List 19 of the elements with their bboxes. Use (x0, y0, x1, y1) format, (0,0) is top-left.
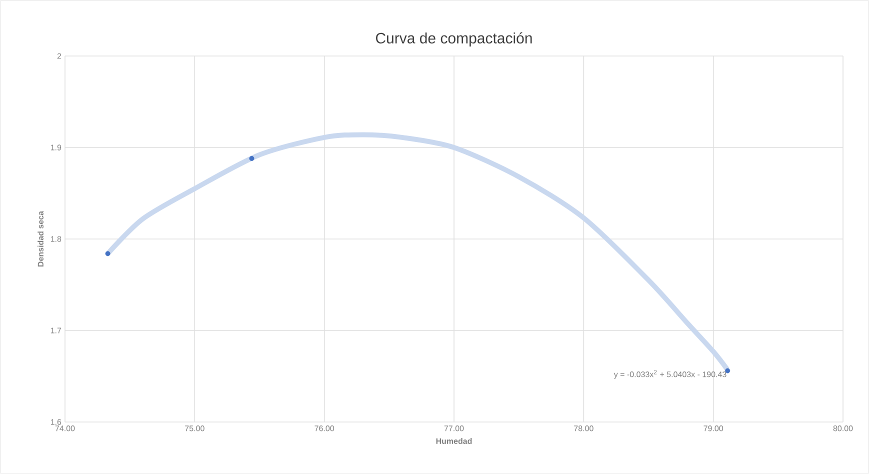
y-tick-label: 1.8 (50, 236, 62, 242)
x-tick-label: 78.00 (574, 426, 594, 432)
point (105, 251, 110, 256)
y-tick-label: 1.6 (50, 419, 62, 425)
x-tick-label: 77.00 (444, 426, 464, 432)
x-tick-label: 80.00 (833, 426, 853, 432)
chart-title: Curva de compactación (376, 32, 532, 46)
annotation: y = -0.033x$^{2}$ + 5.0403x - 190.43 (614, 370, 726, 379)
x-tick-label: 76.00 (314, 426, 334, 432)
x-tick-label: 74.00 (55, 426, 75, 432)
x-tick-label: 75.00 (185, 426, 204, 432)
point (725, 368, 730, 374)
y-axis-title: Densidad seca (38, 210, 44, 266)
y-tick-label: 1.7 (50, 328, 62, 334)
y-tick-label: 2 (57, 53, 62, 59)
point (249, 156, 254, 161)
x-tick-label: 79.00 (704, 426, 724, 432)
y-tick-label: 1.9 (50, 144, 62, 150)
x-axis-title: Humedad (436, 438, 472, 444)
